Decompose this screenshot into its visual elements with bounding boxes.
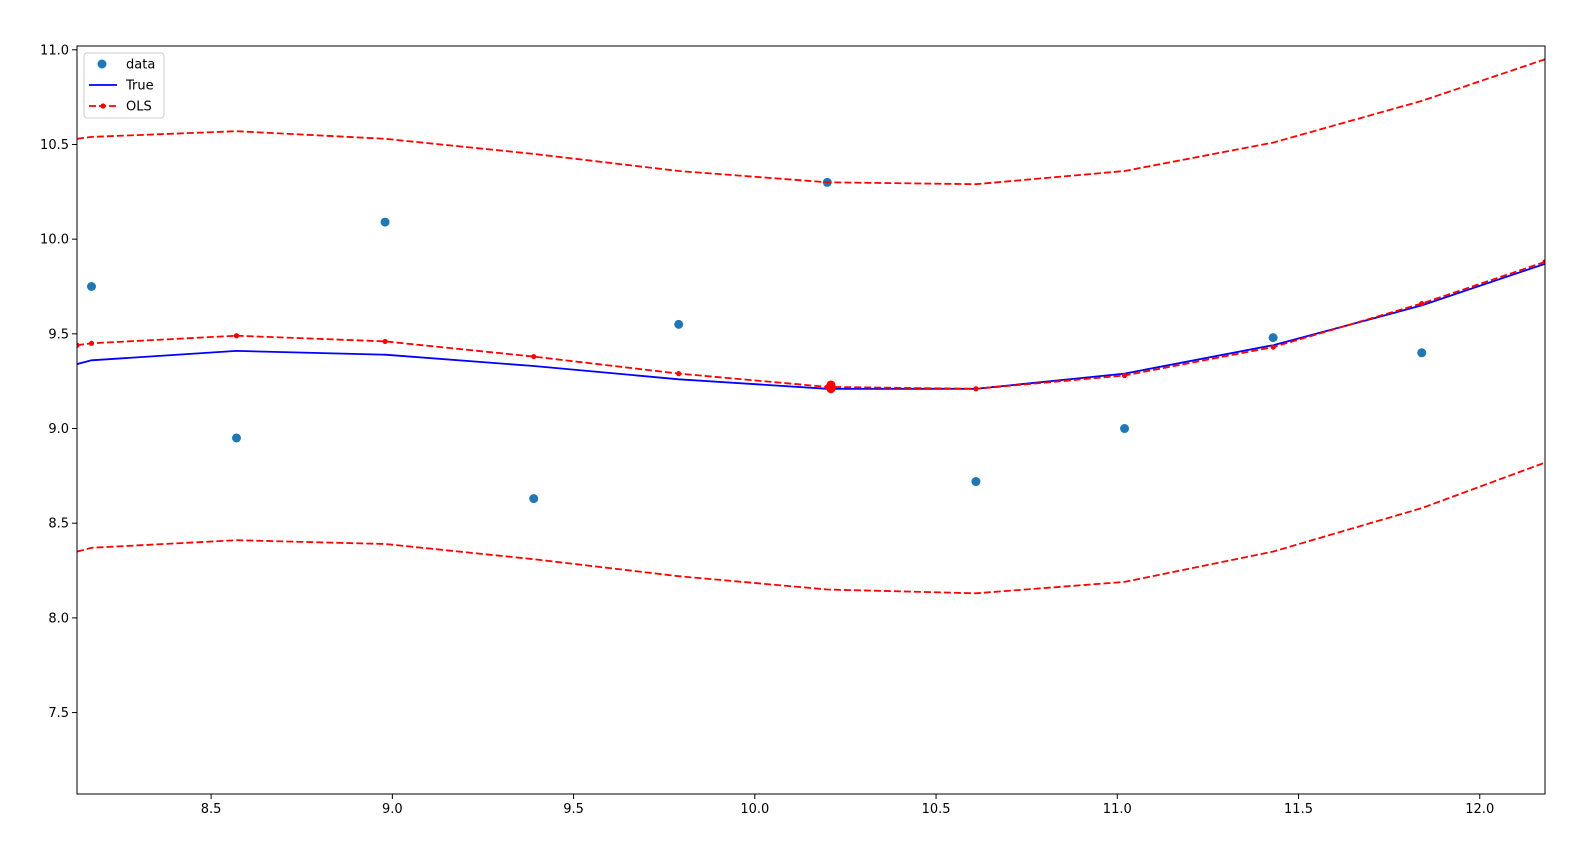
y-tick-label: 9.0 — [48, 422, 69, 437]
line-marker — [1270, 344, 1276, 350]
y-tick-label: 10.0 — [40, 233, 69, 248]
data-point — [231, 433, 241, 443]
legend-frame — [83, 52, 165, 119]
y-tick-label: 8.0 — [48, 611, 69, 626]
y-tick-label: 7.5 — [48, 706, 69, 721]
line-marker — [77, 342, 80, 348]
x-tick-label: 10.5 — [922, 802, 951, 817]
plot-area-frame — [76, 45, 1546, 795]
line-marker — [531, 353, 537, 360]
x-tick-label: 9.0 — [382, 802, 403, 817]
legend-marker — [100, 103, 106, 109]
data-point — [1268, 333, 1278, 343]
data-point — [529, 494, 539, 504]
data-point — [380, 217, 390, 227]
line-marker — [1419, 300, 1425, 307]
data-point — [1417, 348, 1427, 358]
legend-label: data — [126, 58, 155, 73]
x-tick-label: 11.5 — [1284, 802, 1313, 817]
legend-label: OLS — [126, 100, 152, 115]
series-line — [77, 262, 1545, 390]
series-line — [77, 58, 1545, 186]
x-tick-label: 8.5 — [201, 802, 222, 817]
y-tick-label: 8.5 — [48, 517, 69, 532]
data-point — [674, 319, 684, 329]
series-true — [77, 262, 1545, 390]
series-line — [77, 261, 1545, 390]
data-point — [1120, 424, 1130, 434]
y-tick-label: 9.5 — [48, 327, 69, 342]
legend: data True OLS — [83, 52, 165, 119]
line-marker — [233, 333, 240, 339]
legend-label: True — [125, 79, 154, 94]
series-layer — [77, 58, 1545, 595]
series-ols — [77, 259, 1545, 394]
series-data — [86, 177, 1427, 504]
line-marker — [1121, 372, 1128, 379]
legend-marker — [97, 59, 107, 69]
line-marker — [88, 340, 95, 346]
series-band-4 — [77, 461, 1545, 595]
x-axis: 8.5 9.0 9.5 10.0 10.5 11.0 11.5 12.0 — [201, 794, 1494, 817]
x-tick-label: 10.0 — [740, 802, 769, 817]
line-marker — [1542, 259, 1545, 265]
line-marker — [973, 386, 979, 392]
line-marker — [676, 371, 682, 377]
x-tick-label: 9.5 — [563, 802, 584, 817]
data-point — [971, 477, 981, 487]
x-tick-label: 12.0 — [1465, 802, 1494, 817]
y-tick-label: 10.5 — [40, 138, 69, 153]
data-point — [86, 281, 96, 291]
line-marker — [826, 380, 836, 390]
line-marker — [382, 338, 388, 345]
x-tick-label: 11.0 — [1103, 802, 1132, 817]
series-line — [77, 461, 1545, 595]
series-band-3 — [77, 58, 1545, 186]
y-axis: 7.5 8.0 8.5 9.0 9.5 10.0 10.5 11.0 — [40, 43, 77, 721]
y-tick-label: 11.0 — [40, 43, 69, 58]
